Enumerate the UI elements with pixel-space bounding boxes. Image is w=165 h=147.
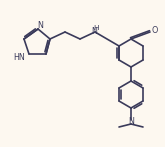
Text: H: H — [93, 25, 99, 31]
Text: N: N — [91, 26, 97, 35]
Text: O: O — [151, 26, 158, 35]
Text: N: N — [37, 21, 43, 30]
Text: N: N — [128, 117, 134, 127]
Text: HN: HN — [13, 52, 25, 61]
